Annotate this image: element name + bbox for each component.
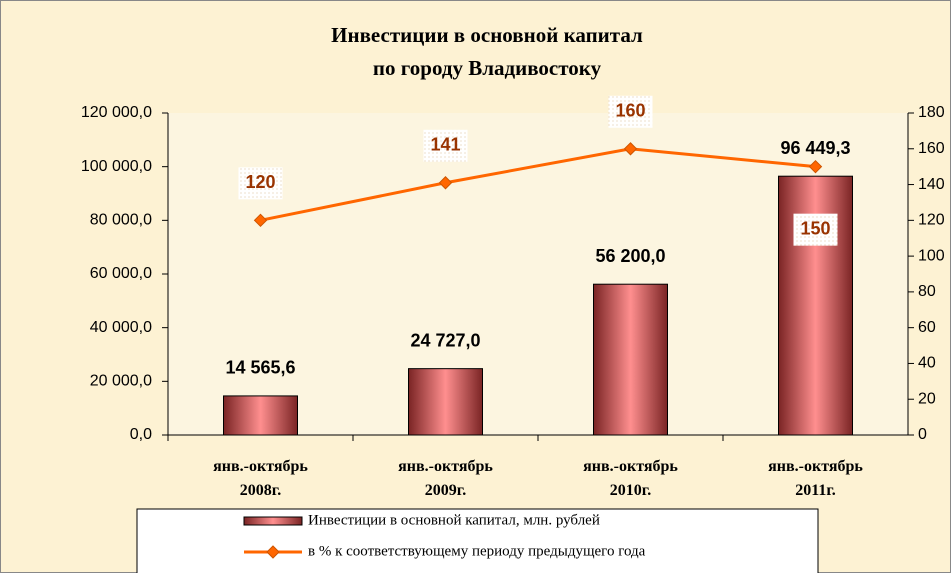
y2-tick-label: 80 <box>918 283 936 300</box>
y-tick-label: 100 000,0 <box>81 158 152 175</box>
bar <box>408 368 483 436</box>
legend-label: Инвестиции в основной капитал, млн. рубл… <box>308 512 600 528</box>
line-point <box>438 176 453 190</box>
y-tick-label: 120 000,0 <box>81 104 152 121</box>
line-label-box <box>793 213 838 246</box>
y2-tick-label: 40 <box>918 355 936 372</box>
line-value-label: 160 <box>615 101 645 121</box>
line <box>260 147 816 222</box>
x-tick-label: янв.-октябрь 2008г. <box>213 458 308 499</box>
chart-title: по городу Владивостоку <box>373 56 602 80</box>
y2-tick-label: 120 <box>918 212 945 229</box>
y2-tick-label: 20 <box>918 390 936 407</box>
y2-tick-label: 100 <box>918 247 945 264</box>
line-point <box>253 213 268 228</box>
y2-tick-label: 180 <box>918 104 945 121</box>
line-point <box>808 159 823 174</box>
line-point <box>623 142 638 156</box>
y-tick-label: 0,0 <box>130 426 152 443</box>
line-label-box <box>238 167 283 200</box>
bar-value-label: 56 200,0 <box>595 246 665 266</box>
y2-tick-label: 160 <box>918 140 945 157</box>
bar-value-label: 24 727,0 <box>410 330 480 350</box>
bar-value-label: 96 449,3 <box>780 138 850 158</box>
legend <box>136 508 819 573</box>
y2-tick-label: 140 <box>918 176 945 193</box>
chart-title: Инвестиции в основной капитал <box>331 23 643 47</box>
x-tick-label: янв.-октябрь 2009г. <box>398 458 493 499</box>
y2-tick-label: 60 <box>918 319 936 336</box>
y2-tick-label: 0 <box>918 426 927 443</box>
y-tick-label: 20 000,0 <box>90 373 152 390</box>
line-label-box <box>423 129 468 162</box>
legend-swatch <box>266 545 280 559</box>
bar <box>593 283 668 436</box>
x-tick-label: янв.-октябрь 2010г. <box>583 458 678 499</box>
x-tick-label: янв.-октябрь 2011г. <box>768 458 863 499</box>
y-tick-label: 40 000,0 <box>90 319 152 336</box>
y-tick-label: 60 000,0 <box>90 265 152 282</box>
bar-value-label: 14 565,6 <box>225 358 295 378</box>
bar <box>223 395 298 436</box>
line-value-label: 141 <box>430 135 460 155</box>
y-tick-label: 80 000,0 <box>90 212 152 229</box>
line-value-label: 120 <box>245 172 275 192</box>
legend-label: в % к соответствующему периоду предыдуще… <box>308 543 646 559</box>
line-label-box <box>608 95 653 128</box>
line-value-label: 150 <box>800 218 830 238</box>
legend-swatch <box>243 516 303 526</box>
